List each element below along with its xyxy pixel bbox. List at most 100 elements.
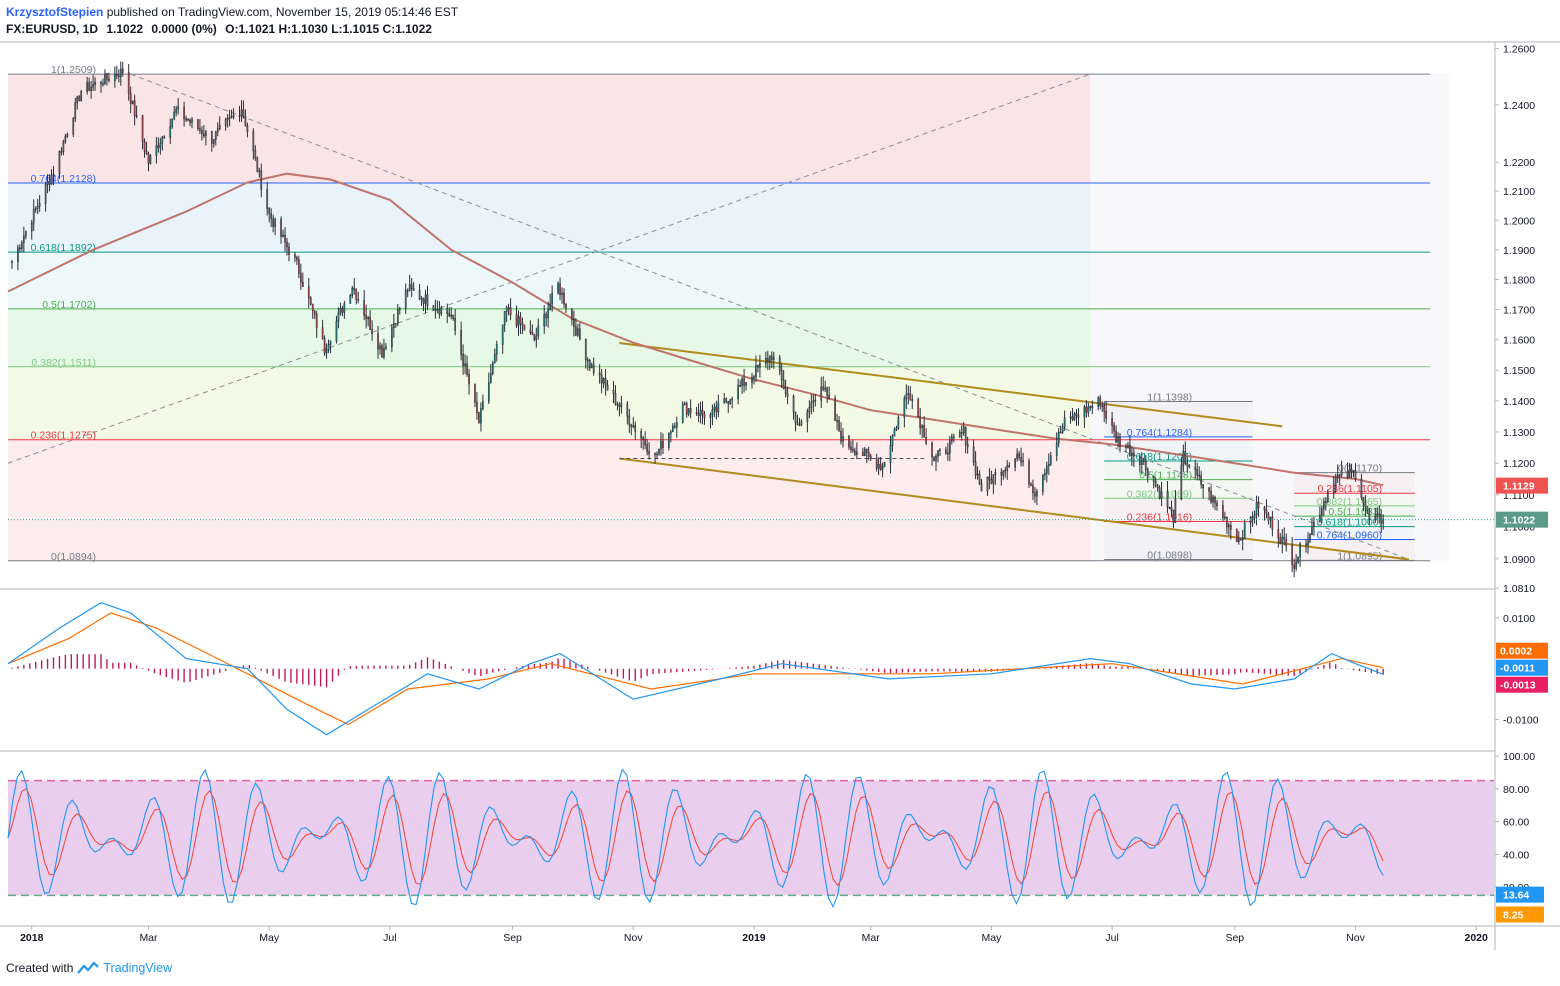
candle-body bbox=[163, 136, 166, 139]
candle-body bbox=[741, 378, 743, 386]
candle-body bbox=[282, 234, 284, 237]
candle-body bbox=[1212, 496, 1214, 503]
candle-body bbox=[577, 328, 579, 336]
candle-body bbox=[394, 323, 397, 325]
candle-body bbox=[218, 125, 221, 130]
candle-body bbox=[660, 440, 662, 450]
candle-body bbox=[436, 308, 439, 311]
candle-body bbox=[351, 287, 354, 296]
candle-body bbox=[939, 449, 941, 452]
candle-body bbox=[252, 131, 255, 152]
tradingview-brand[interactable]: TradingView bbox=[103, 961, 173, 975]
candle-body bbox=[121, 68, 124, 73]
candle-body bbox=[1099, 397, 1102, 407]
candle-body bbox=[242, 109, 245, 118]
time-tick-label: May bbox=[981, 932, 1002, 944]
candle-body bbox=[1311, 526, 1313, 535]
candle-body bbox=[731, 398, 734, 401]
candle-body bbox=[814, 399, 817, 402]
candle-body bbox=[602, 378, 605, 384]
time-tick-label: Jul bbox=[383, 932, 396, 944]
candle-body bbox=[842, 436, 844, 442]
candle-body bbox=[505, 307, 508, 312]
publisher-line: KrzysztofStepien published on TradingVie… bbox=[6, 5, 458, 19]
time-tick-label: Sep bbox=[1225, 932, 1244, 944]
candle-body bbox=[155, 145, 158, 156]
time-tick-label: Mar bbox=[862, 932, 881, 944]
candle-body bbox=[757, 365, 759, 368]
candle-body bbox=[695, 412, 698, 414]
candle-body bbox=[561, 292, 563, 295]
candle-body bbox=[272, 218, 274, 227]
author-link[interactable]: KrzysztofStepien bbox=[6, 5, 104, 19]
candle-body bbox=[1305, 543, 1307, 546]
candle-body bbox=[717, 402, 720, 413]
candle-body bbox=[268, 208, 271, 214]
candle-body bbox=[212, 139, 215, 144]
candle-body bbox=[205, 131, 207, 137]
time-tick-label: 2018 bbox=[20, 932, 44, 944]
candle-body bbox=[563, 292, 565, 305]
candle-body bbox=[127, 72, 130, 94]
price-tick-label: 1.1200 bbox=[1503, 458, 1535, 470]
candle-body bbox=[822, 386, 825, 390]
candle-body bbox=[1285, 538, 1288, 546]
price-tick-label: 1.1700 bbox=[1503, 304, 1535, 316]
candle-body bbox=[644, 439, 646, 446]
candle-body bbox=[824, 387, 827, 390]
candle-body bbox=[1055, 442, 1058, 457]
candle-body bbox=[62, 141, 65, 152]
stoch-value-label: 8.25 bbox=[1503, 909, 1524, 921]
candle-body bbox=[187, 118, 189, 121]
candle-body bbox=[751, 376, 753, 383]
fib-big-level-label: 0(1.0894) bbox=[51, 551, 96, 563]
candle-body bbox=[1063, 417, 1066, 428]
candle-body bbox=[612, 390, 615, 394]
candle-body bbox=[535, 335, 538, 340]
candle-body bbox=[24, 230, 27, 237]
candle-body bbox=[254, 150, 257, 159]
stoch-tick-label: 40.00 bbox=[1503, 849, 1529, 861]
candle-body bbox=[850, 446, 852, 450]
candle-body bbox=[321, 327, 324, 340]
candle-body bbox=[1170, 507, 1173, 511]
candle-body bbox=[507, 307, 510, 309]
candle-body bbox=[881, 466, 884, 470]
dashed-trend-line bbox=[7, 73, 1091, 464]
candle-body bbox=[1156, 485, 1159, 489]
candle-body bbox=[1154, 481, 1157, 486]
fib-mid-level-label: 0.236(1.1016) bbox=[1127, 512, 1192, 524]
candle-body bbox=[32, 209, 35, 224]
candle-body bbox=[575, 326, 577, 336]
price-change: 0.0000 (0%) bbox=[151, 22, 217, 36]
candle-body bbox=[1000, 472, 1003, 476]
candle-body bbox=[1362, 497, 1365, 503]
candle-body bbox=[980, 483, 983, 492]
candle-body bbox=[1036, 491, 1038, 497]
candle-body bbox=[19, 247, 21, 250]
candle-body bbox=[114, 73, 116, 81]
candle-body bbox=[501, 324, 504, 345]
candle-body bbox=[76, 96, 79, 104]
candle-body bbox=[1291, 545, 1294, 566]
stoch-value-box bbox=[1496, 906, 1544, 923]
candle-body bbox=[406, 290, 409, 292]
candle-body bbox=[50, 174, 53, 185]
candle-body bbox=[1340, 470, 1343, 476]
candle-body bbox=[517, 316, 520, 326]
candle-body bbox=[284, 234, 286, 243]
candle-body bbox=[1133, 452, 1135, 457]
chart-canvas[interactable]: 1(1.2509) 0.764(1.2128) 0.618(1.1892) 0.5(1… bbox=[0, 0, 1560, 958]
candle-body bbox=[1129, 444, 1131, 456]
candle-body bbox=[203, 133, 205, 137]
stoch-tick-label: 60.00 bbox=[1503, 817, 1529, 829]
stoch-value-label: 13.64 bbox=[1503, 890, 1529, 902]
candle-body bbox=[877, 464, 880, 469]
candle-body bbox=[600, 374, 603, 384]
candle-body bbox=[38, 203, 41, 207]
candle-body bbox=[377, 333, 379, 350]
candle-body bbox=[173, 111, 176, 120]
candle-body bbox=[1321, 508, 1323, 516]
candle-body bbox=[1281, 536, 1284, 544]
candle-body bbox=[836, 420, 838, 422]
